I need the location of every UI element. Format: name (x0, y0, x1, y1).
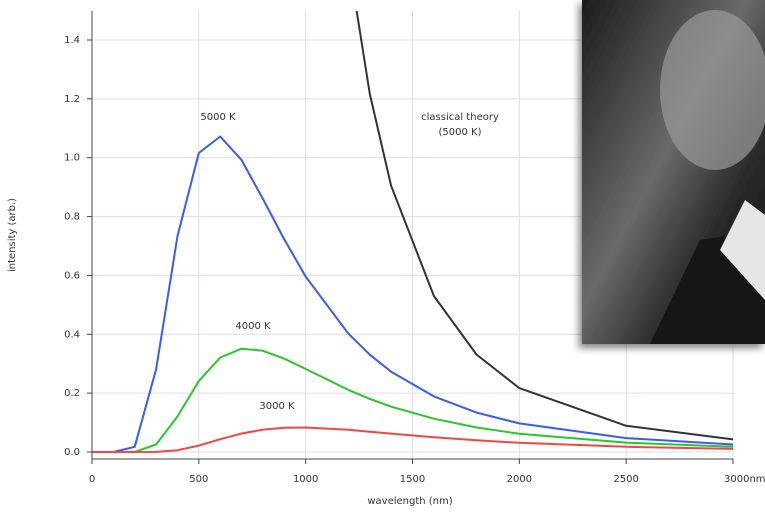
x-tick-label: 2000 (507, 474, 532, 485)
annotation: 5000 K (200, 112, 236, 123)
portrait-photo (582, 0, 765, 344)
y-tick-label: 0.6 (64, 270, 80, 281)
series-line (92, 135, 733, 453)
series-line (92, 347, 733, 453)
annotation: 4000 K (235, 321, 271, 332)
series-line (355, 11, 733, 441)
annotation: (5000 K) (439, 127, 482, 138)
x-tick-label: 3000nm (724, 474, 765, 485)
annotation: classical theory (421, 112, 499, 123)
y-tick-label: 0.4 (64, 329, 80, 340)
y-tick-label: 1.2 (64, 94, 80, 105)
series-line (92, 426, 733, 453)
x-tick-label: 0 (89, 474, 95, 485)
x-tick-label: 1000 (293, 474, 318, 485)
x-tick-label: 2500 (613, 474, 638, 485)
y-tick-label: 0.2 (64, 388, 80, 399)
y-tick-label: 1.4 (64, 35, 80, 46)
y-tick-label: 1.0 (64, 153, 80, 164)
y-axis-title: intensity (arb.) (7, 198, 18, 272)
y-tick-label: 0.0 (64, 447, 80, 458)
x-tick-label: 500 (189, 474, 208, 485)
annotation: 3000 K (259, 401, 295, 412)
x-tick-label: 1500 (400, 474, 425, 485)
x-axis-title: wavelength (nm) (367, 496, 452, 507)
y-tick-label: 0.8 (64, 212, 80, 223)
